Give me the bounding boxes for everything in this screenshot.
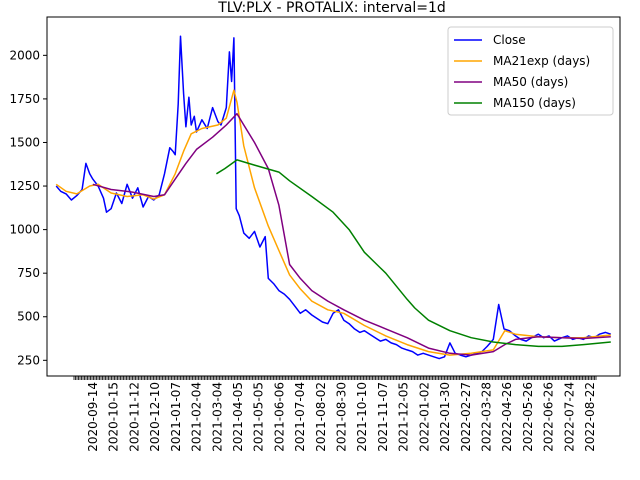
x-tick-label-7: 2021-04-05 [231,382,245,452]
y-tick-label-5: 1500 [9,135,40,149]
x-tick-label-4: 2021-01-07 [169,382,183,452]
x-tick-label-1: 2020-10-15 [107,382,121,452]
y-tick-label-2: 750 [17,266,40,280]
y-tick-label-7: 2000 [9,48,40,62]
x-tick-label-2: 2020-11-12 [127,382,141,452]
y-tick-label-6: 1750 [9,92,40,106]
x-tick-label-20: 2022-04-26 [500,382,514,452]
x-tick-label-17: 2022-01-30 [438,382,452,452]
axes: 250 500 750 1000 1250 1500 1750 2000 2020-09-14 2… [9,16,621,452]
x-tick-label-6: 2021-03-04 [210,382,224,452]
y-tick-label-1: 500 [17,310,40,324]
series-line-2 [92,112,611,356]
x-tick-label-24: 2022-08-22 [583,382,597,452]
x-tick-label-12: 2021-08-30 [335,382,349,452]
plot-area [55,35,612,360]
x-tick-label-22: 2022-06-26 [542,382,556,452]
legend-box [447,26,614,116]
x-tick-label-21: 2022-05-26 [521,382,535,452]
x-tick-label-11: 2021-08-02 [314,382,328,452]
chart-title: TLV:PLX - PROTALIX: interval=1d [217,0,446,16]
y-tick-label-0: 250 [17,353,40,367]
x-tick-label-10: 2021-07-04 [293,382,307,452]
y-tick-label-4: 1250 [9,179,40,193]
x-tick-label-5: 2021-02-04 [190,382,204,452]
x-tick-label-19: 2022-03-28 [479,382,493,452]
x-tick-label-15: 2021-12-05 [397,382,411,452]
x-tick-label-8: 2021-05-05 [252,382,266,452]
legend-label-2: MA50 (days) [493,75,568,89]
legend-label-3: MA150 (days) [493,96,576,110]
x-tick-label-13: 2021-10-10 [355,382,369,452]
x-tick-label-14: 2021-11-07 [376,382,390,452]
series-line-3 [216,159,611,348]
x-tick-label-9: 2021-06-06 [272,382,286,452]
x-daily-ticks [73,376,597,380]
legend-label-1: MA21exp (days) [493,54,590,68]
x-tick-label-3: 2020-12-10 [148,382,162,452]
x-tick-label-23: 2022-07-24 [562,382,576,452]
legend: Close MA21exp (days) MA50 (days) MA150 (day… [447,26,614,116]
x-tick-label-18: 2022-02-27 [459,382,473,452]
x-tick-label-16: 2022-01-02 [417,382,431,452]
legend-label-0: Close [493,33,526,47]
y-tick-label-3: 1000 [9,223,40,237]
series-line-1 [55,89,611,356]
x-tick-label-0: 2020-09-14 [86,382,100,452]
series-line-0 [55,35,612,360]
